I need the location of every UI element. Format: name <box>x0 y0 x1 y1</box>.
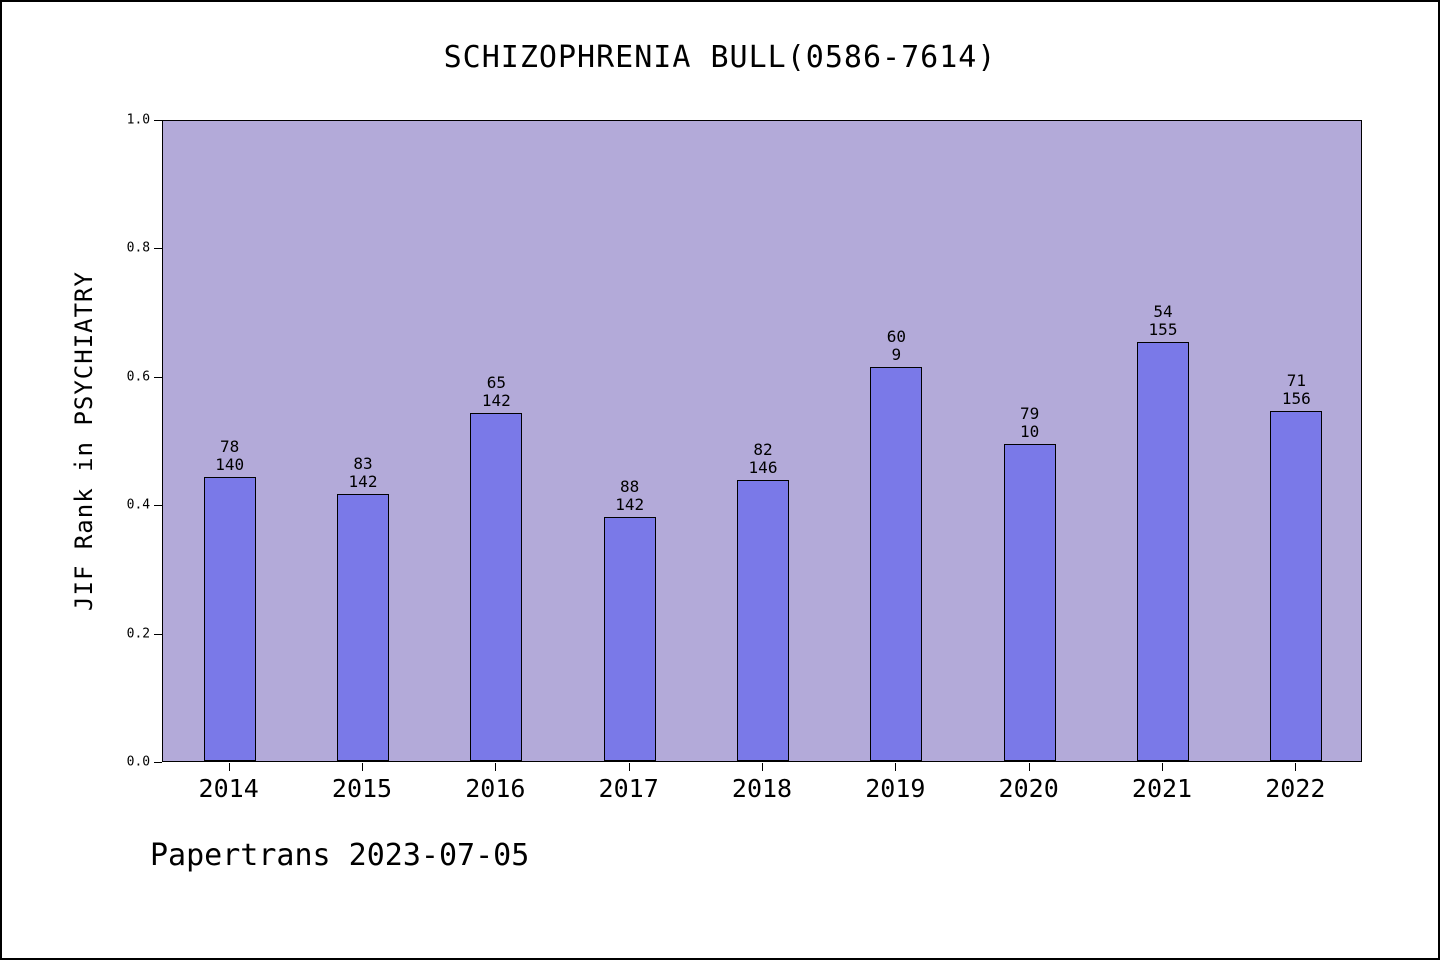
y-tick <box>154 762 162 763</box>
y-tick <box>154 376 162 378</box>
y-tick-label: 0.2 <box>126 626 151 642</box>
plot-area: 78 140 83 142 65 142 88 142 82 146 60 9 79 10 5… <box>162 120 1362 762</box>
bar-2016 <box>470 413 523 761</box>
bar-2022 <box>1270 411 1323 761</box>
bar-value-label: 71 156 <box>1281 371 1311 408</box>
y-tick <box>154 505 162 507</box>
bar-value-label: 79 10 <box>1020 404 1040 441</box>
y-axis-label: JIF Rank in PSYCHIATRY <box>70 271 98 611</box>
bar-2021 <box>1137 342 1189 761</box>
bar-2019 <box>870 367 923 761</box>
bar-2017 <box>603 517 656 761</box>
bar-value-label: 60 9 <box>886 327 906 364</box>
x-tick-label: 2016 <box>465 774 526 803</box>
x-tick-label: 2018 <box>731 774 793 803</box>
x-tick-label: 2021 <box>1131 774 1193 803</box>
y-tick <box>154 633 162 635</box>
bar-2015 <box>337 494 389 761</box>
x-tick <box>228 763 230 771</box>
x-tick-label: 2014 <box>198 774 259 803</box>
x-tick-label: 2020 <box>998 774 1059 803</box>
bar-value-label: 78 140 <box>215 437 245 474</box>
bar-value-label: 88 142 <box>615 477 645 514</box>
x-tick <box>628 763 630 771</box>
x-tick <box>1162 763 1163 771</box>
x-tick <box>762 763 763 771</box>
bar-value-label: 54 155 <box>1148 302 1178 339</box>
bar-2014 <box>203 477 256 761</box>
y-tick-label: 0.4 <box>126 497 151 513</box>
bar-2020 <box>1003 444 1056 761</box>
bar-value-label: 83 142 <box>348 454 378 491</box>
x-tick-label: 2022 <box>1265 774 1326 803</box>
x-tick <box>1028 763 1030 771</box>
x-tick-label: 2017 <box>598 774 659 803</box>
x-tick <box>495 763 497 771</box>
x-tick-label: 2019 <box>865 774 926 803</box>
y-tick <box>154 248 162 250</box>
y-tick-label: 0.6 <box>126 369 151 385</box>
chart-title: SCHIZOPHRENIA BULL(0586-7614) <box>443 40 997 75</box>
y-tick-label: 0.8 <box>126 240 151 256</box>
x-tick <box>895 763 897 771</box>
y-tick <box>154 120 162 121</box>
footer-text: Papertrans 2023-07-05 <box>150 838 530 873</box>
bar-2018 <box>737 480 789 761</box>
y-tick-label: 1.0 <box>126 112 151 128</box>
x-tick <box>362 763 363 771</box>
bar-value-label: 82 146 <box>748 440 778 477</box>
bar-value-label: 65 142 <box>481 373 511 410</box>
x-tick <box>1295 763 1297 771</box>
y-tick-label: 0.0 <box>126 754 151 770</box>
x-tick-label: 2015 <box>331 774 393 803</box>
